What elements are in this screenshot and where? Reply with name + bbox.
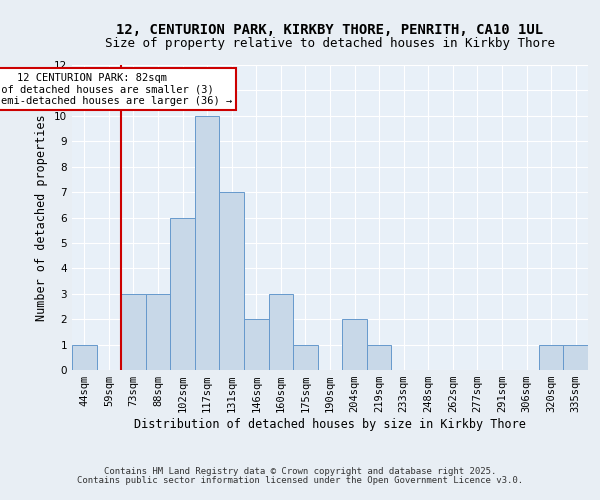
X-axis label: Distribution of detached houses by size in Kirkby Thore: Distribution of detached houses by size … [134,418,526,431]
Bar [293,344,318,370]
Text: Size of property relative to detached houses in Kirkby Thore: Size of property relative to detached ho… [105,38,555,51]
Bar [563,344,588,370]
Bar [220,192,244,370]
Bar [72,344,97,370]
Text: Contains HM Land Registry data © Crown copyright and database right 2025.: Contains HM Land Registry data © Crown c… [104,467,496,476]
Bar [146,294,170,370]
Y-axis label: Number of detached properties: Number of detached properties [35,114,49,321]
Text: Contains public sector information licensed under the Open Government Licence v3: Contains public sector information licen… [77,476,523,485]
Text: 12 CENTURION PARK: 82sqm
← 8% of detached houses are smaller (3)
92% of semi-det: 12 CENTURION PARK: 82sqm ← 8% of detache… [0,72,232,106]
Bar [121,294,146,370]
Bar [269,294,293,370]
Bar [244,319,269,370]
Bar [539,344,563,370]
Bar [195,116,220,370]
Bar [170,218,195,370]
Bar [367,344,391,370]
Text: 12, CENTURION PARK, KIRKBY THORE, PENRITH, CA10 1UL: 12, CENTURION PARK, KIRKBY THORE, PENRIT… [116,22,544,36]
Bar [342,319,367,370]
